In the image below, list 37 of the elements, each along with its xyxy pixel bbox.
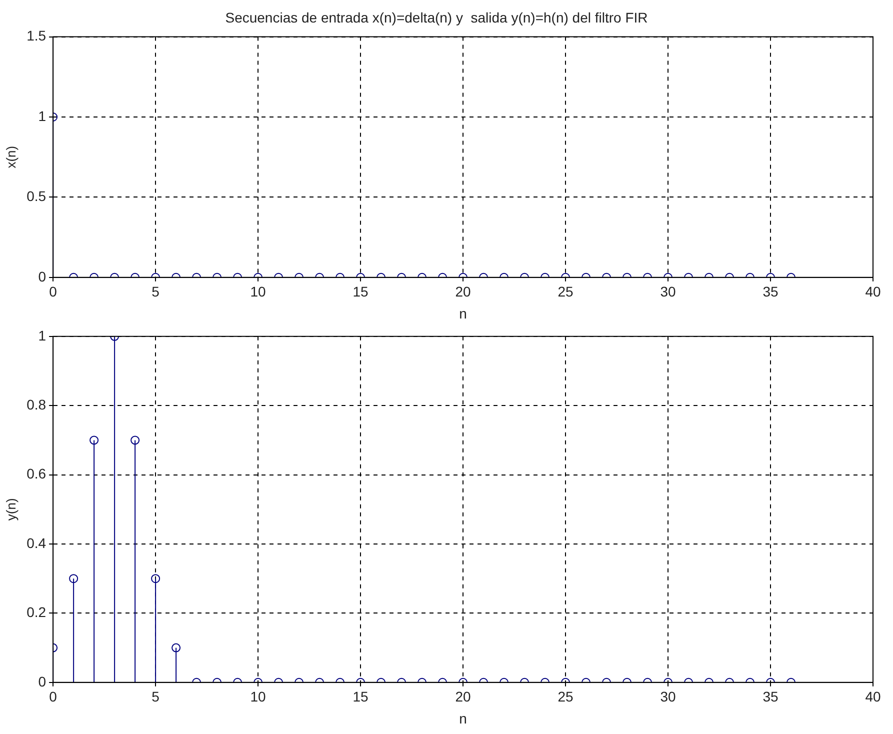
x-tick-label: 40 — [865, 284, 881, 300]
point — [90, 436, 99, 445]
x-axis-title: n — [459, 710, 467, 726]
y-tick-label: 1.5 — [26, 28, 46, 44]
x-tick-label: 10 — [250, 284, 266, 300]
y-tick-label: 0.5 — [26, 188, 46, 204]
y-tick-label: 0 — [38, 673, 46, 690]
chart-title: Secuencias de entrada x(n)=delta(n) y salida y(n)=h(n) del filtro FIR — [225, 9, 648, 26]
x-tick-label: 15 — [352, 688, 369, 705]
y-tick-label: 1 — [38, 327, 46, 344]
point — [151, 574, 160, 584]
y-tick-label: 0.2 — [26, 604, 46, 620]
x-tick-label: 35 — [762, 284, 779, 300]
y-tick-label: 0.6 — [26, 466, 46, 482]
x-tick-label: 0 — [49, 688, 58, 705]
point — [69, 574, 78, 584]
x-axis-title: n — [459, 305, 467, 322]
x-tick-label: 15 — [352, 284, 369, 300]
y-axis-title: y(n) — [3, 498, 18, 521]
y-tick-label: 0.4 — [26, 534, 46, 551]
point — [130, 436, 140, 445]
x-tick-label: 30 — [660, 284, 676, 300]
x-tick-label: 5 — [152, 284, 160, 300]
x-tick-label: 25 — [558, 284, 574, 300]
x-tick-label: 35 — [762, 688, 779, 705]
x-tick-label: 40 — [865, 688, 881, 705]
x-tick-label: 25 — [558, 688, 574, 705]
x-tick-label: 10 — [250, 688, 266, 705]
y-tick-label: 0 — [38, 268, 46, 284]
y-tick-label: 0.8 — [26, 396, 46, 412]
y-axis-title: x(n) — [3, 146, 18, 168]
y-tick-label: 1 — [38, 108, 46, 124]
x-tick-label: 30 — [660, 688, 676, 705]
x-tick-label: 20 — [455, 688, 472, 705]
x-tick-label: 5 — [152, 688, 160, 705]
x-tick-label: 0 — [49, 284, 58, 300]
x-tick-label: 20 — [455, 284, 472, 300]
